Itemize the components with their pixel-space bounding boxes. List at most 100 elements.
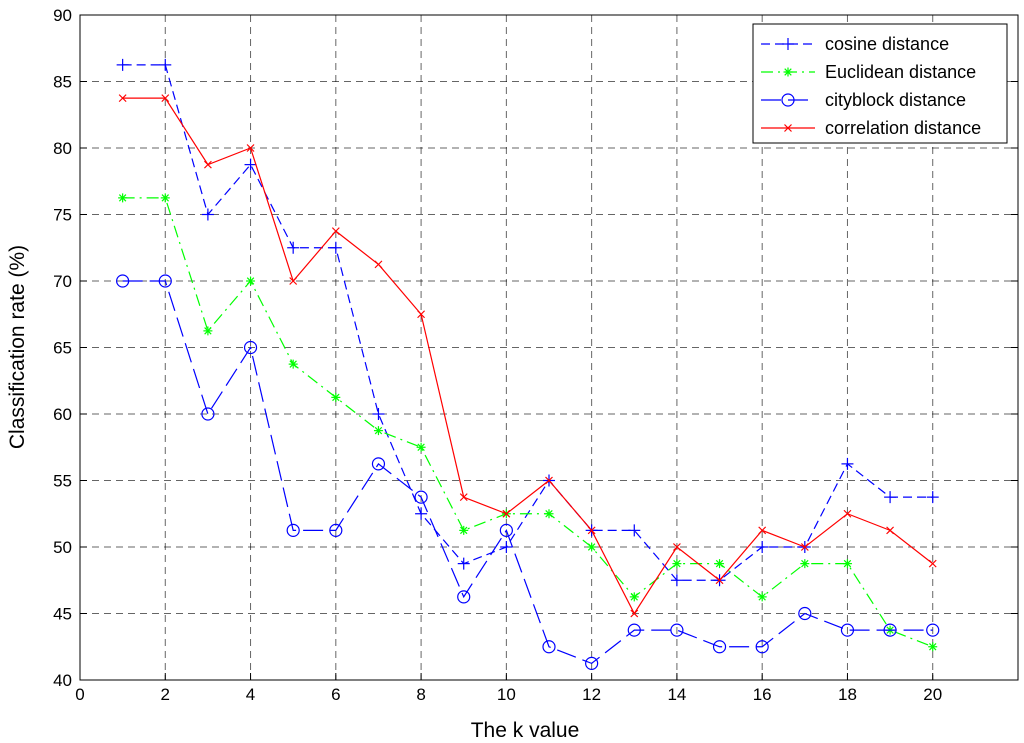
- data-point-euclidean-distance: [118, 193, 128, 203]
- data-point-correlation-distance: [118, 94, 127, 103]
- data-point-euclidean-distance: [373, 426, 383, 436]
- data-point-euclidean-distance: [331, 392, 341, 402]
- y-tick-label: 80: [53, 139, 72, 158]
- legend-item-euclidean-distance: Euclidean distance: [761, 62, 976, 82]
- data-point-euclidean-distance: [160, 193, 170, 203]
- data-point-cosine-distance: [457, 557, 470, 570]
- x-tick-label: 12: [582, 685, 601, 704]
- y-tick-label: 60: [53, 405, 72, 424]
- x-tick-label: 10: [497, 685, 516, 704]
- data-point-correlation-distance: [331, 227, 340, 236]
- x-tick-label: 2: [161, 685, 170, 704]
- data-point-cityblock-distance: [329, 523, 343, 537]
- y-tick-label: 55: [53, 472, 72, 491]
- data-point-euclidean-distance: [672, 559, 682, 569]
- y-tick-label: 70: [53, 272, 72, 291]
- data-point-cityblock-distance: [627, 623, 641, 637]
- x-tick-label: 14: [667, 685, 686, 704]
- series-euclidean-distance: [118, 193, 938, 652]
- data-point-correlation-distance: [502, 509, 511, 518]
- data-point-cosine-distance: [116, 58, 129, 71]
- data-point-cityblock-distance: [414, 490, 428, 504]
- data-point-cityblock-distance: [243, 340, 258, 355]
- data-point-correlation-distance: [203, 160, 212, 169]
- data-point-cosine-distance: [329, 241, 342, 254]
- data-point-euclidean-distance: [288, 359, 298, 369]
- legend-item-cosine-distance: cosine distance: [761, 34, 949, 54]
- data-point-correlation-distance: [417, 310, 426, 319]
- y-tick-label: 85: [53, 73, 72, 92]
- data-point-cityblock-distance: [883, 623, 897, 637]
- data-point-cityblock-distance: [371, 457, 386, 471]
- data-point-cityblock-distance: [542, 640, 556, 654]
- x-tick-label: 20: [923, 685, 942, 704]
- data-point-cosine-distance: [884, 491, 897, 504]
- data-point-euclidean-distance: [587, 542, 597, 552]
- data-point-cityblock-distance: [158, 274, 172, 288]
- data-point-euclidean-distance: [715, 559, 725, 569]
- data-point-correlation-distance: [843, 509, 852, 518]
- data-point-euclidean-distance: [246, 276, 256, 286]
- x-tick-label: 0: [75, 685, 84, 704]
- legend-label: Euclidean distance: [825, 62, 976, 82]
- data-point-correlation-distance: [459, 493, 468, 502]
- y-tick-label: 65: [53, 339, 72, 358]
- data-point-correlation-distance: [630, 609, 639, 618]
- data-point-cosine-distance: [628, 524, 641, 537]
- data-point-cosine-distance: [372, 408, 385, 420]
- x-tick-label: 8: [416, 685, 425, 704]
- series-correlation-distance: [118, 94, 937, 618]
- data-point-correlation-distance: [758, 526, 767, 535]
- data-point-cityblock-distance: [712, 640, 727, 654]
- data-point-cityblock-distance: [798, 606, 812, 621]
- series-line-euclidean-distance: [122, 197, 933, 648]
- y-tick-label: 40: [53, 671, 72, 690]
- data-point-cosine-distance: [244, 158, 257, 171]
- data-point-cosine-distance: [841, 457, 854, 470]
- legend-label: cosine distance: [825, 34, 949, 54]
- axis-ticks: 0 2 4 6 8 10 12 14 16 18 20 40 45 50 55 60 65 70 75 80 85 90: [53, 6, 1018, 704]
- data-point-correlation-distance: [545, 476, 553, 485]
- legend-marker: [784, 124, 792, 132]
- data-point-cityblock-distance: [755, 640, 769, 654]
- data-point-correlation-distance: [246, 144, 255, 152]
- data-point-correlation-distance: [374, 260, 383, 269]
- data-point-correlation-distance: [587, 526, 596, 535]
- data-point-cosine-distance: [201, 208, 214, 221]
- data-point-cosine-distance: [500, 541, 513, 553]
- data-point-correlation-distance: [161, 94, 170, 103]
- data-point-cityblock-distance: [286, 523, 300, 537]
- series-cityblock-distance: [116, 274, 940, 670]
- data-point-cityblock-distance: [926, 623, 940, 637]
- x-tick-label: 16: [753, 685, 772, 704]
- data-point-euclidean-distance: [928, 642, 938, 652]
- x-tick-label: 18: [838, 685, 857, 704]
- data-point-cosine-distance: [756, 541, 769, 553]
- y-axis-title: Classification rate (%): [6, 245, 29, 449]
- data-point-cosine-distance: [287, 241, 300, 254]
- data-point-cityblock-distance: [585, 656, 599, 670]
- data-point-euclidean-distance: [842, 559, 852, 569]
- legend: cosine distance Euclidean distance cityblo…: [752, 23, 1008, 144]
- legend-item-cityblock-distance: cityblock distance: [761, 90, 966, 110]
- series-line-correlation-distance: [122, 97, 934, 615]
- data-point-cityblock-distance: [457, 590, 471, 604]
- data-point-correlation-distance: [800, 543, 809, 551]
- data-point-euclidean-distance: [800, 559, 810, 569]
- data-point-correlation-distance: [672, 543, 681, 551]
- data-point-euclidean-distance: [757, 592, 767, 602]
- data-point-cosine-distance: [159, 58, 172, 71]
- legend-label: correlation distance: [825, 118, 981, 138]
- data-point-correlation-distance: [289, 277, 298, 285]
- data-point-euclidean-distance: [203, 326, 213, 336]
- y-tick-label: 50: [53, 538, 72, 557]
- data-point-cityblock-distance: [840, 623, 855, 637]
- grid: [80, 15, 1018, 680]
- y-tick-label: 75: [53, 206, 72, 225]
- data-point-cityblock-distance: [499, 523, 513, 537]
- data-point-cityblock-distance: [116, 274, 130, 288]
- data-point-euclidean-distance: [416, 442, 426, 452]
- x-axis-title: The k value: [471, 719, 580, 742]
- data-point-euclidean-distance: [459, 525, 469, 535]
